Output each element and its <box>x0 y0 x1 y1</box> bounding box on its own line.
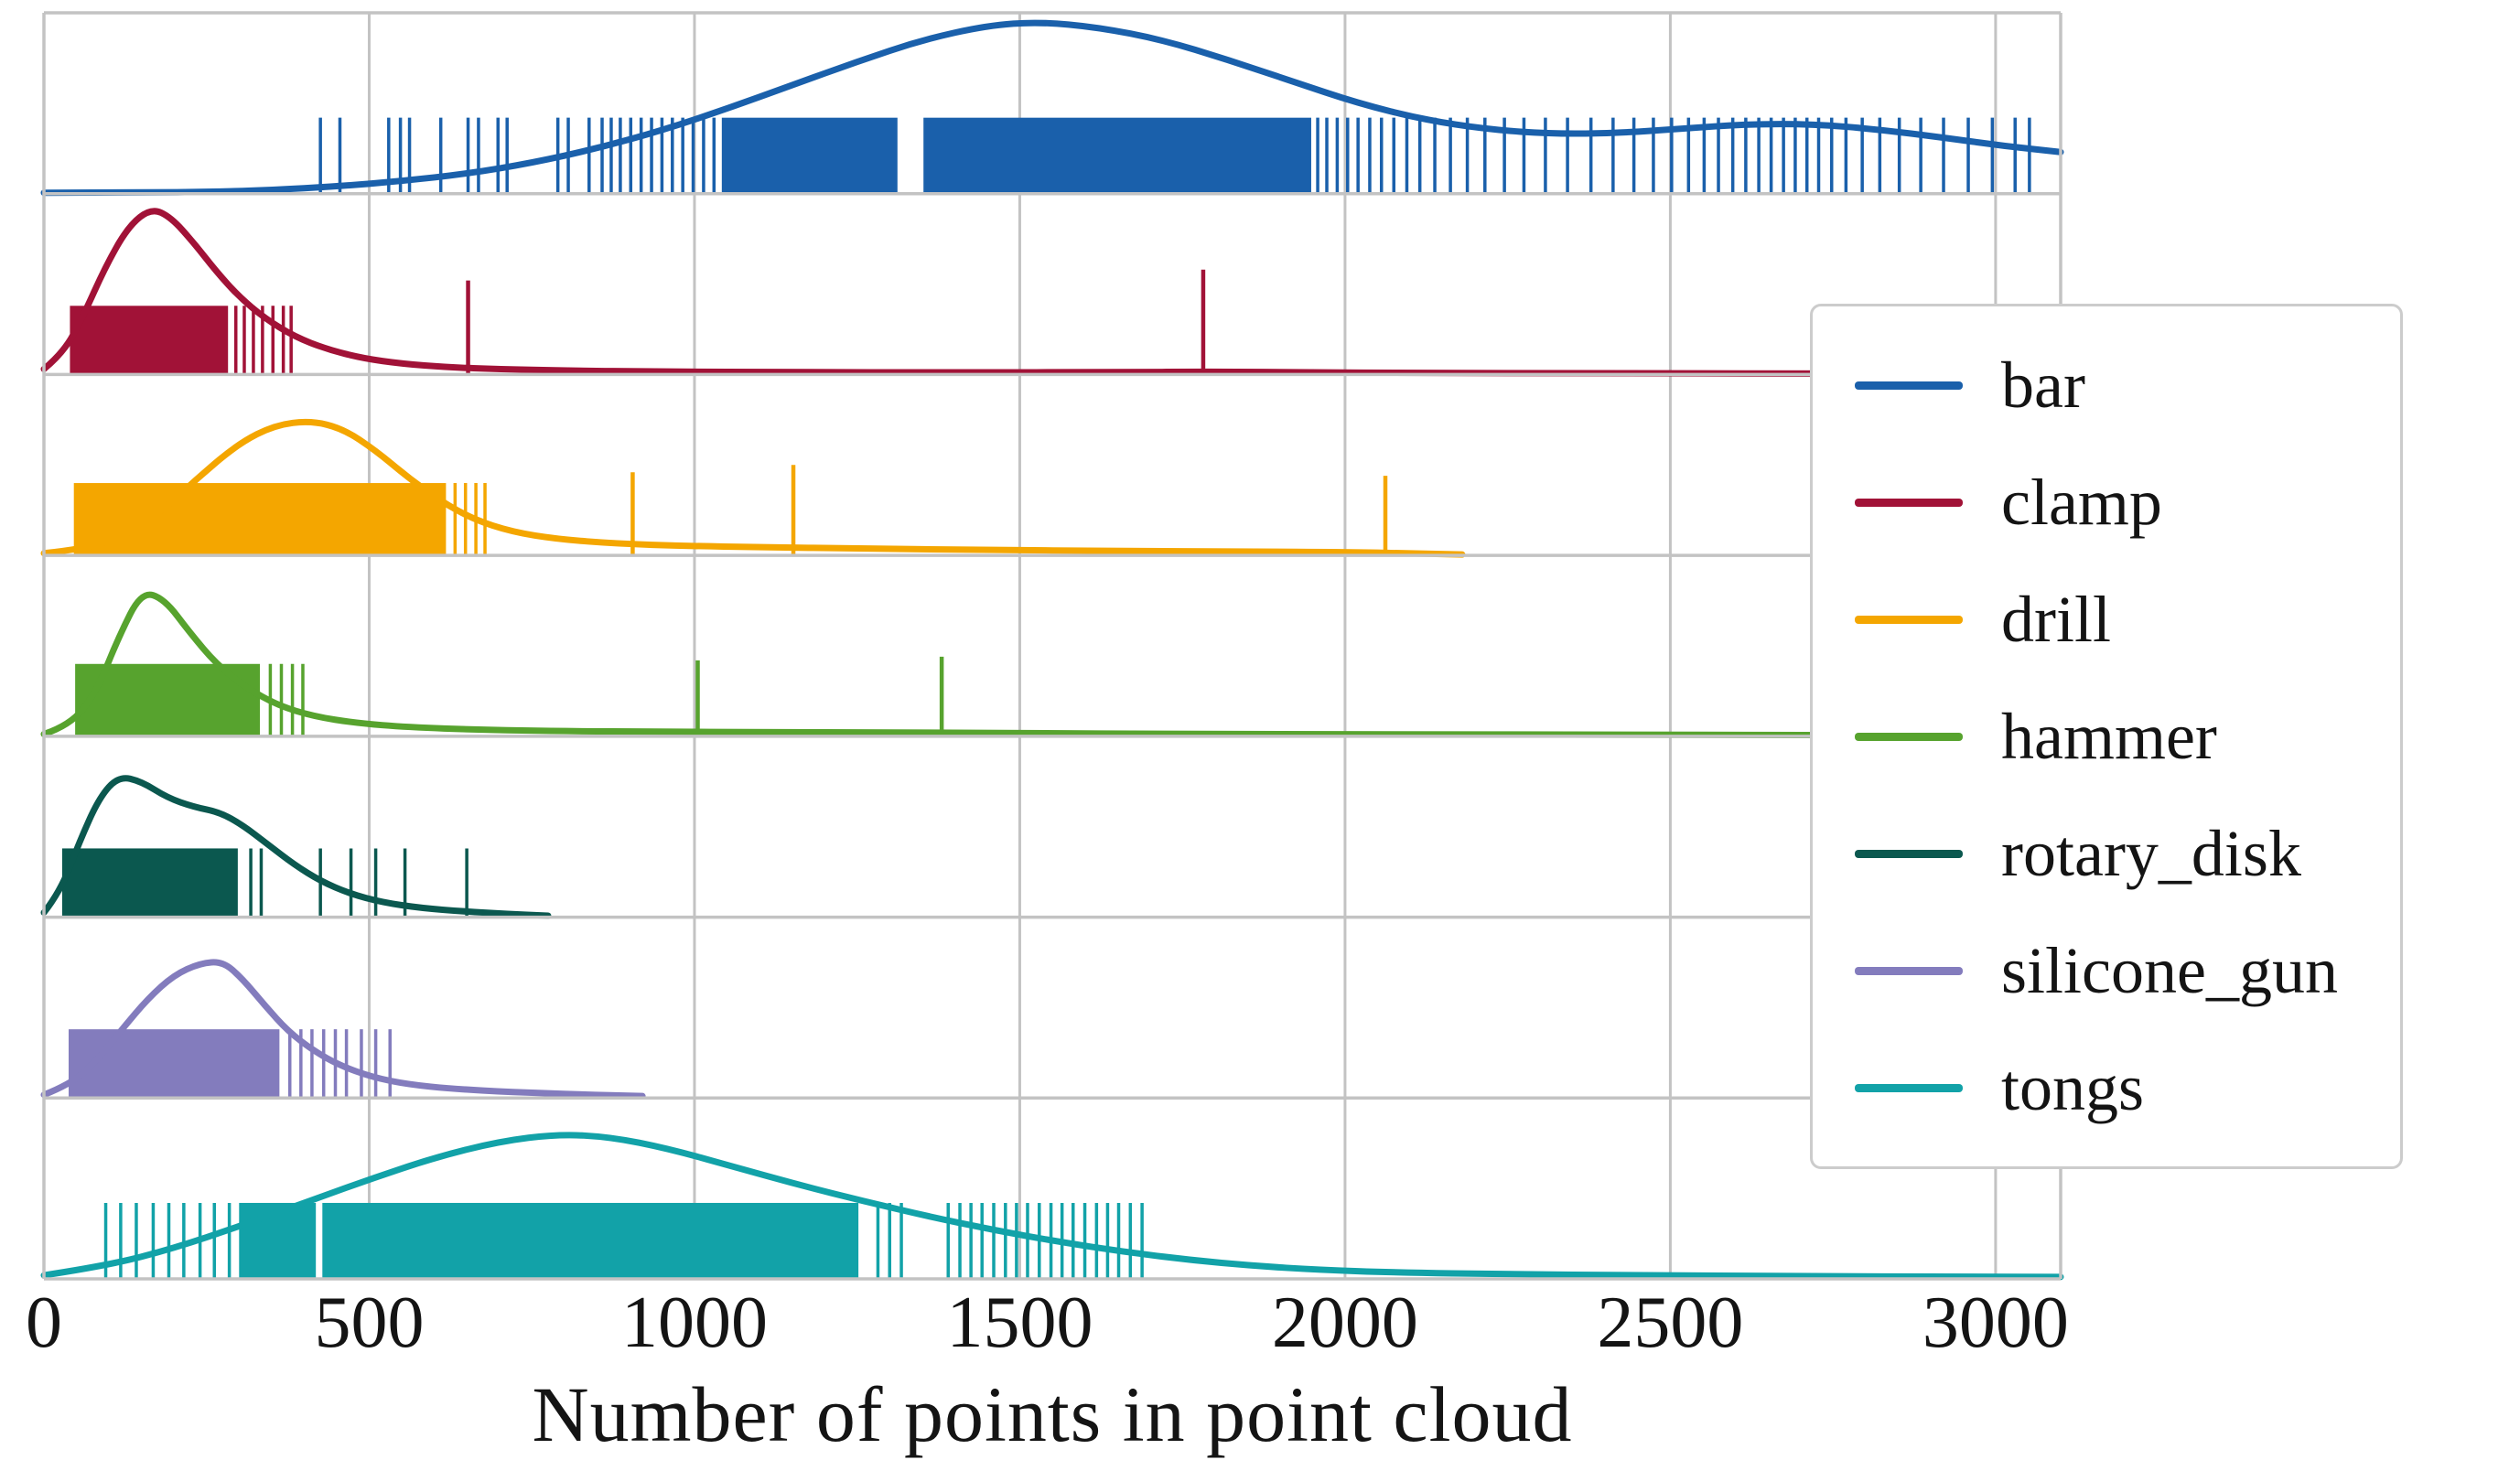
legend-label-silicone-gun: silicone_gun <box>2001 934 2338 1007</box>
legend-item-drill: drill <box>1813 586 2400 652</box>
legend-label-clamp: clamp <box>2001 466 2162 539</box>
legend: bar clamp drill hammer rotary_disk silic… <box>1810 304 2403 1169</box>
legend-swatch-drill <box>1855 615 1963 624</box>
legend-item-hammer: hammer <box>1813 703 2400 769</box>
legend-label-drill: drill <box>2001 583 2111 656</box>
legend-swatch-silicone-gun <box>1855 966 1963 975</box>
legend-swatch-hammer <box>1855 732 1963 741</box>
legend-swatch-tongs <box>1855 1083 1963 1092</box>
legend-item-tongs: tongs <box>1813 1055 2400 1121</box>
legend-label-tongs: tongs <box>2001 1051 2145 1124</box>
x-tick-label: 3000 <box>1922 1283 2069 1363</box>
x-tick-label: 1500 <box>946 1283 1093 1363</box>
x-tick-label: 2000 <box>1272 1283 1418 1363</box>
legend-swatch-rotary-disk <box>1855 849 1963 858</box>
x-tick-label: 500 <box>314 1283 424 1363</box>
x-axis-label: Number of points in point cloud <box>532 1370 1573 1458</box>
legend-label-hammer: hammer <box>2001 700 2217 773</box>
legend-item-rotary-disk: rotary_disk <box>1813 821 2400 886</box>
legend-swatch-clamp <box>1855 498 1963 507</box>
legend-label-rotary-disk: rotary_disk <box>2001 817 2301 890</box>
legend-swatch-bar <box>1855 381 1963 390</box>
x-tick-label: 0 <box>26 1283 62 1363</box>
legend-item-silicone-gun: silicone_gun <box>1813 938 2400 1004</box>
x-tick-label: 2500 <box>1597 1283 1743 1363</box>
legend-item-clamp: clamp <box>1813 469 2400 535</box>
legend-label-bar: bar <box>2001 349 2085 422</box>
legend-item-bar: bar <box>1813 352 2400 418</box>
x-tick-label: 1000 <box>621 1283 768 1363</box>
